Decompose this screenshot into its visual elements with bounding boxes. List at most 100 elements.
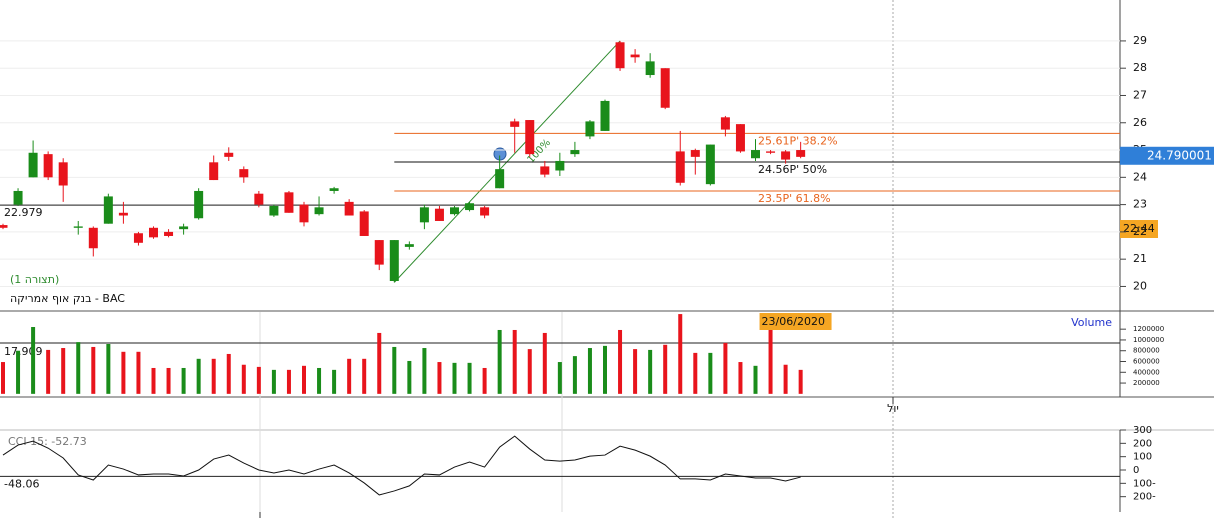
fib-label: 24.56P' 50% (758, 163, 827, 176)
volume-bar (603, 345, 607, 394)
candle-body (510, 121, 520, 127)
candle-body (179, 226, 189, 230)
candle-body (450, 207, 459, 215)
volume-bar (286, 369, 291, 394)
volume-bar (362, 358, 367, 394)
legend-title: בנק אוף אמריקה - BAC (10, 292, 125, 305)
candle-body (525, 120, 535, 155)
candle-body (480, 207, 490, 216)
candle-body (164, 231, 174, 236)
last-price-box (1120, 146, 1214, 165)
candle-body (434, 208, 444, 221)
ref-label: -48.06 (4, 477, 39, 490)
last-price-label: 24.790001 (1147, 148, 1212, 162)
volume-bar (166, 367, 171, 394)
candle-body (555, 160, 565, 171)
volume-bar (226, 353, 231, 394)
volume-bar (377, 332, 382, 394)
volume-bar (256, 366, 261, 394)
volume-bar (347, 358, 352, 394)
y-tick-label: 800000 (1133, 347, 1160, 355)
time-label: 22:44 (1123, 222, 1155, 235)
volume-bar (648, 349, 653, 394)
volume-bar (467, 362, 472, 394)
candle-body (194, 190, 204, 219)
volume-title: Volume (1071, 316, 1112, 329)
candle-body (314, 207, 324, 215)
volume-bar (512, 329, 517, 394)
candle-body (419, 207, 429, 223)
candle-body (344, 201, 354, 216)
y-tick-label: 400000 (1133, 368, 1160, 376)
cci-line (2, 435, 801, 496)
candle-body (239, 169, 249, 178)
candle-body (389, 240, 399, 281)
volume-bar (271, 369, 276, 394)
candle-body (73, 226, 83, 228)
candle-body (133, 233, 143, 243)
candle-body (495, 169, 505, 189)
y-tick-label: 27 (1133, 88, 1147, 101)
candle-body (675, 151, 685, 183)
candle-body (103, 196, 113, 224)
volume-bar (693, 352, 698, 394)
candle-body (13, 190, 23, 205)
candle-body (796, 150, 806, 157)
candle-body (570, 150, 580, 155)
volume-bar (181, 367, 186, 394)
y-tick-label: 23 (1133, 198, 1147, 211)
volume-bar (302, 365, 306, 394)
candle-body (299, 204, 309, 223)
y-tick-label: 26 (1133, 116, 1147, 129)
candle-body (766, 151, 776, 153)
volume-bar (633, 349, 638, 394)
candle-body (600, 100, 610, 131)
legend-subtitle: (תצורה 1) (10, 273, 59, 286)
candle-body (88, 227, 98, 249)
volume-bar (317, 367, 322, 394)
candle-body (284, 192, 294, 213)
date-label: 23/06/2020 (762, 315, 825, 328)
volume-ref-label: 17.909 (4, 345, 43, 358)
candle-body (660, 68, 670, 108)
volume-bar (121, 351, 126, 394)
candle-body (645, 61, 655, 76)
volume-bar (76, 342, 81, 394)
candle-body (58, 162, 68, 186)
y-tick-label: 0 (1133, 465, 1139, 476)
candle-body (28, 152, 38, 178)
volume-bar (91, 346, 96, 394)
volume-bar (422, 348, 427, 394)
time-box (1120, 220, 1158, 238)
y-tick-label: 29 (1133, 34, 1147, 47)
volume-bar (332, 369, 337, 394)
y-tick-label: 200- (1133, 492, 1156, 503)
volume-bar (678, 314, 683, 394)
volume-bar (663, 344, 668, 394)
candle-body (404, 244, 414, 247)
candle-body (735, 124, 745, 152)
volume-bar (407, 360, 412, 394)
volume-bar (783, 364, 788, 394)
volume-bar (452, 362, 457, 394)
y-tick-label: 1000000 (1133, 336, 1164, 344)
candle-body (465, 203, 475, 211)
fib-label: 25.61P' 38.2% (758, 134, 838, 147)
volume-bar (542, 332, 547, 394)
candle-body (359, 211, 369, 236)
volume-bar (753, 365, 758, 394)
volume-bar (16, 350, 21, 394)
x-tick-label: יול (887, 402, 899, 415)
y-tick-label: 21 (1133, 252, 1147, 265)
volume-bar (61, 348, 66, 394)
candle-body (705, 144, 715, 185)
y-tick-label: 22 (1133, 225, 1147, 238)
volume-bar (798, 369, 803, 394)
volume-bar (527, 349, 532, 394)
candle-body (329, 188, 339, 191)
volume-bar (241, 364, 246, 394)
volume-bar (106, 343, 111, 394)
y-tick-label: 28 (1133, 61, 1147, 74)
volume-bar (136, 351, 141, 394)
